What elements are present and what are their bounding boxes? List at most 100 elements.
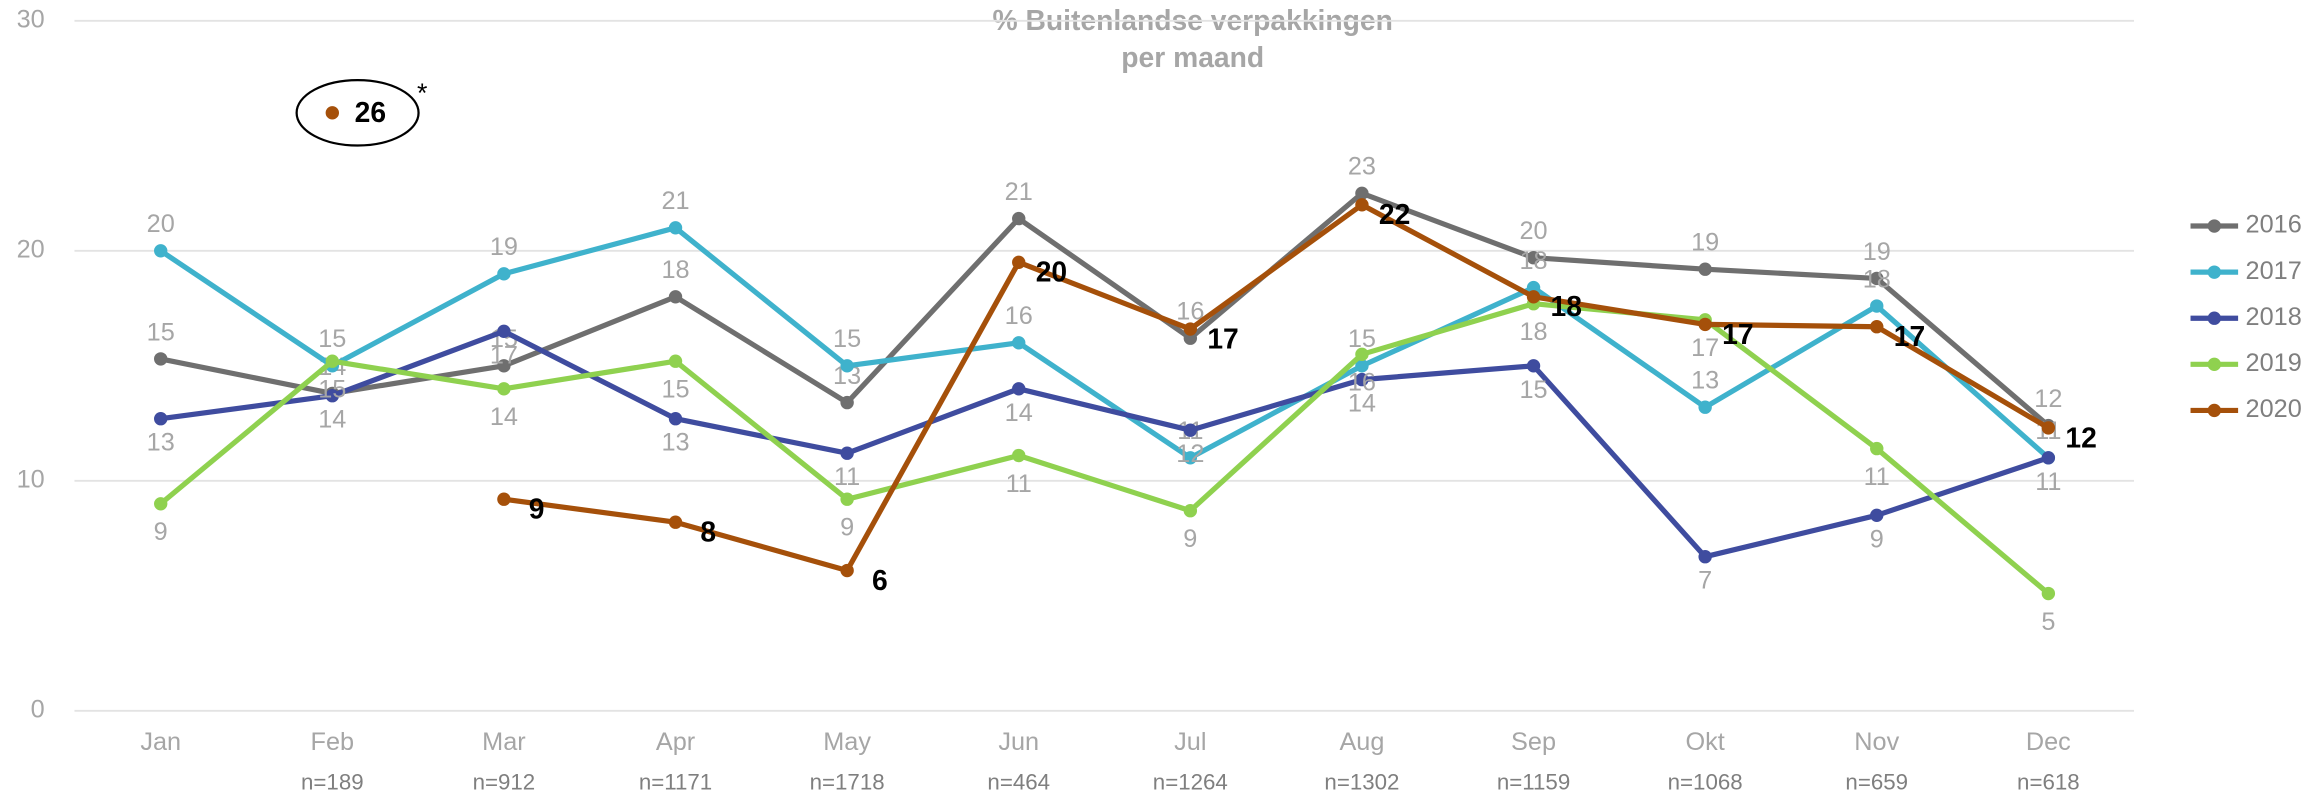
- data-label: 11: [834, 463, 860, 491]
- x-tick-label: May: [823, 728, 871, 756]
- series-line: [159, 225, 2051, 461]
- data-point: [154, 244, 168, 258]
- data-label: 11: [1864, 463, 1890, 491]
- outlier-point: [325, 106, 340, 120]
- data-label: 16: [1348, 369, 1376, 397]
- data-label: 17: [1207, 322, 1238, 354]
- legend-marker: [2207, 357, 2222, 372]
- data-label: 15: [147, 318, 175, 346]
- data-label: 14: [490, 403, 518, 431]
- data-label: 5: [2041, 608, 2055, 636]
- data-point: [840, 563, 854, 578]
- data-point: [840, 492, 854, 506]
- sample-size: n=1171: [639, 770, 712, 792]
- data-label: 16: [1005, 302, 1033, 330]
- data-point: [2041, 421, 2056, 435]
- data-label: 15: [318, 376, 346, 404]
- data-label: 9: [1183, 525, 1197, 553]
- data-point: [1870, 271, 1884, 286]
- x-tick-label: Jun: [998, 728, 1039, 756]
- data-point: [154, 497, 168, 511]
- data-point: [497, 492, 511, 506]
- data-label: 7: [1698, 567, 1712, 595]
- data-point: [1012, 448, 1026, 463]
- data-label: 13: [147, 429, 175, 457]
- data-label: 15: [661, 376, 689, 404]
- legend-label: 2017: [2246, 257, 2302, 285]
- data-point: [668, 290, 683, 304]
- x-tick-label: Nov: [1854, 728, 1899, 756]
- data-label: 17: [1722, 318, 1753, 350]
- data-label: 9: [1870, 525, 1884, 553]
- data-label: 17: [490, 341, 518, 369]
- data-point: [668, 515, 683, 529]
- data-label: 9: [154, 518, 168, 546]
- data-point: [2041, 451, 2056, 465]
- y-tick-label: 20: [17, 235, 45, 263]
- legend-label: 2020: [2246, 395, 2302, 423]
- x-tick-label: Sep: [1511, 728, 1556, 756]
- data-label: 18: [661, 256, 689, 284]
- data-point: [1012, 382, 1026, 396]
- x-tick-label: Feb: [311, 728, 355, 756]
- data-point: [668, 354, 683, 368]
- sample-size: n=659: [1845, 770, 1908, 792]
- data-label: 19: [490, 233, 518, 261]
- x-tick-label: Aug: [1339, 728, 1384, 756]
- data-point: [1183, 423, 1198, 437]
- data-point: [1355, 372, 1369, 387]
- legend-marker: [2207, 265, 2222, 279]
- data-point: [1183, 322, 1198, 336]
- data-label: 12: [2065, 421, 2096, 453]
- y-tick-label: 30: [17, 5, 45, 33]
- data-point: [1698, 400, 1712, 414]
- outlier-label: 26: [355, 96, 386, 128]
- series-line: [503, 202, 2050, 574]
- data-point: [1870, 508, 1884, 523]
- data-label: 6: [872, 564, 888, 596]
- x-tick-label: Mar: [482, 728, 526, 756]
- series-line: [160, 190, 2051, 428]
- x-tick-label: Apr: [656, 728, 695, 756]
- data-point: [1183, 504, 1198, 518]
- data-label: 21: [1005, 178, 1033, 206]
- data-point: [1698, 262, 1712, 276]
- data-point: [1183, 451, 1198, 465]
- data-label: 17: [1691, 334, 1719, 362]
- x-tick-label: Okt: [1685, 728, 1724, 756]
- data-point: [154, 352, 168, 366]
- data-label: 13: [1691, 367, 1719, 395]
- x-tick-label: Jul: [1174, 728, 1206, 756]
- data-label: 12: [2034, 385, 2062, 413]
- data-label: 21: [661, 187, 689, 215]
- data-label: 11: [1006, 470, 1032, 498]
- x-tick-label: Jan: [140, 728, 181, 756]
- sample-size: n=1159: [1497, 770, 1570, 792]
- data-label: 12: [1176, 440, 1204, 468]
- sample-size: n=1302: [1324, 770, 1399, 792]
- data-label: 17: [1894, 320, 1925, 352]
- data-label: 9: [840, 514, 854, 542]
- legend-label: 2019: [2246, 349, 2302, 377]
- legend-marker: [2207, 311, 2222, 325]
- data-label: 15: [833, 325, 861, 353]
- series-line: [159, 301, 2051, 596]
- data-label: 11: [2035, 468, 2061, 496]
- sample-size: n=1264: [1153, 770, 1228, 792]
- data-point: [497, 382, 511, 396]
- data-point: [497, 267, 511, 281]
- legend-label: 2016: [2246, 211, 2302, 239]
- data-point: [497, 359, 511, 373]
- data-point: [840, 359, 854, 373]
- outlier-ring: [295, 78, 420, 147]
- data-point: [1698, 317, 1712, 332]
- data-point: [1526, 359, 1541, 373]
- data-label: 18: [1519, 247, 1547, 275]
- sample-size: n=1068: [1668, 770, 1743, 792]
- data-label: 15: [1519, 376, 1547, 404]
- data-point: [1870, 320, 1884, 334]
- data-point: [1870, 299, 1884, 313]
- data-point: [2041, 586, 2056, 601]
- data-point: [840, 446, 854, 460]
